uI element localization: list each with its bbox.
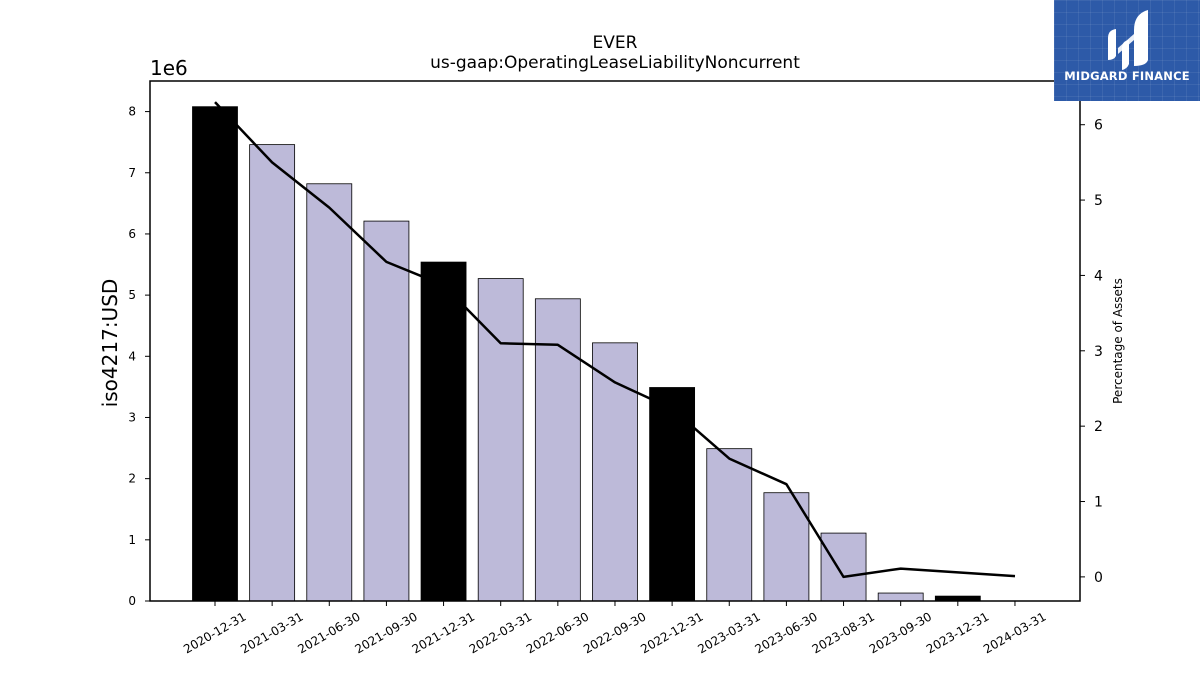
y-offset-label: 1e6 bbox=[150, 56, 188, 80]
y-tick-label: 8 bbox=[128, 105, 136, 119]
logo-mark-icon bbox=[1108, 10, 1148, 70]
y-tick-label: 3 bbox=[128, 410, 136, 424]
chart-subtitle: us-gaap:OperatingLeaseLiabilityNoncurren… bbox=[430, 53, 800, 73]
midgard-finance-logo: MIDGARD FINANCE bbox=[1054, 0, 1200, 101]
bar-2023-03-31 bbox=[706, 448, 753, 602]
y-tick-label: 5 bbox=[128, 288, 136, 302]
y2-tick-label: 0 bbox=[1094, 570, 1103, 586]
y-tick-label: 7 bbox=[128, 166, 136, 180]
chart-title: EVER bbox=[593, 33, 638, 53]
bar-2021-09-30 bbox=[363, 220, 410, 602]
y2-tick-label: 4 bbox=[1094, 268, 1103, 284]
bar-2023-09-30 bbox=[877, 592, 924, 602]
y-tick-label: 1 bbox=[128, 533, 136, 547]
x-tick-label: 2023-03-31 bbox=[695, 609, 762, 656]
y2-tick-label: 3 bbox=[1094, 344, 1103, 360]
x-tick-label: 2021-09-30 bbox=[353, 609, 420, 656]
y-tick-label: 4 bbox=[128, 349, 136, 363]
y-tick-label: 6 bbox=[128, 227, 136, 241]
y2-tick-label: 6 bbox=[1094, 118, 1103, 134]
x-tick-label: 2020-12-31 bbox=[181, 609, 248, 656]
y2-tick-label: 1 bbox=[1094, 495, 1103, 511]
y-tick-label: 2 bbox=[128, 472, 136, 486]
bar-2023-08-31 bbox=[820, 532, 867, 602]
x-tick-label: 2021-03-31 bbox=[238, 609, 305, 656]
bar-2021-12-31 bbox=[420, 261, 467, 602]
y2-tick-label: 2 bbox=[1094, 419, 1103, 435]
y-axis-label: iso4217:USD bbox=[98, 279, 122, 408]
bar-2022-03-31 bbox=[477, 278, 524, 602]
x-tick-label: 2022-03-31 bbox=[467, 609, 534, 656]
bar-2021-03-31 bbox=[249, 144, 296, 602]
x-tick-label: 2021-12-31 bbox=[410, 609, 477, 656]
percentage-of-assets-line bbox=[214, 101, 1016, 579]
bar-2020-12-31 bbox=[192, 106, 238, 602]
y2-axis-label: Percentage of Assets bbox=[1111, 278, 1125, 404]
x-tick-label: 2022-06-30 bbox=[524, 609, 591, 656]
x-tick-label: 2023-06-30 bbox=[752, 609, 819, 656]
x-tick-label: 2023-09-30 bbox=[867, 609, 934, 656]
x-tick-label: 2022-12-31 bbox=[638, 609, 705, 656]
bar-2021-06-30 bbox=[306, 183, 353, 602]
y2-tick-label: 5 bbox=[1094, 193, 1103, 209]
x-tick-label: 2024-03-31 bbox=[981, 609, 1048, 656]
x-tick-label: 2021-06-30 bbox=[295, 609, 362, 656]
y-tick-label: 0 bbox=[128, 594, 136, 608]
x-tick-label: 2023-12-31 bbox=[924, 609, 991, 656]
logo-text: MIDGARD FINANCE bbox=[1064, 69, 1190, 83]
x-tick-label: 2023-08-31 bbox=[810, 609, 877, 656]
bar-2022-09-30 bbox=[592, 342, 638, 602]
plot-frame bbox=[149, 80, 1081, 602]
bar-2022-12-31 bbox=[649, 387, 696, 602]
bar-2022-06-30 bbox=[534, 298, 581, 602]
x-tick-label: 2022-09-30 bbox=[581, 609, 648, 656]
